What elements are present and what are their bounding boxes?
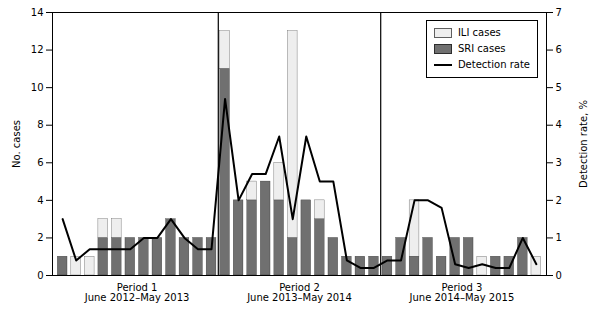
svg-text:1: 1 <box>556 232 562 243</box>
html-text:SRI cases: SRI cases <box>457 43 506 54</box>
svg-text:Period 1June 2012–May 2013: Period 1June 2012–May 2013 <box>84 282 190 303</box>
svg-text:0: 0 <box>37 270 43 281</box>
svg-text:2: 2 <box>37 232 43 243</box>
svg-text:4: 4 <box>37 195 43 206</box>
svg-text:12: 12 <box>31 44 44 55</box>
svg-text:Detection rate, %: Detection rate, % <box>578 100 589 188</box>
svg-text:Period 2June 2013–May 2014: Period 2June 2013–May 2014 <box>246 282 352 303</box>
svg-text:14: 14 <box>31 7 44 18</box>
svg-text:6: 6 <box>37 157 43 168</box>
svg-text:No. cases: No. cases <box>11 120 22 168</box>
html-text:Detection rate: Detection rate <box>457 59 530 70</box>
svg-text:5: 5 <box>556 82 562 93</box>
svg-text:7: 7 <box>556 7 562 18</box>
svg-text:6: 6 <box>556 44 562 55</box>
svg-text:8: 8 <box>37 119 43 130</box>
svg-text:0: 0 <box>556 270 562 281</box>
svg-text:Period 3June 2014–May 2015: Period 3June 2014–May 2015 <box>409 282 515 303</box>
svg-text:3: 3 <box>556 157 562 168</box>
svg-text:10: 10 <box>31 82 44 93</box>
svg-text:4: 4 <box>556 119 562 130</box>
html-text:ILI cases: ILI cases <box>457 27 501 38</box>
svg-text:2: 2 <box>556 195 562 206</box>
